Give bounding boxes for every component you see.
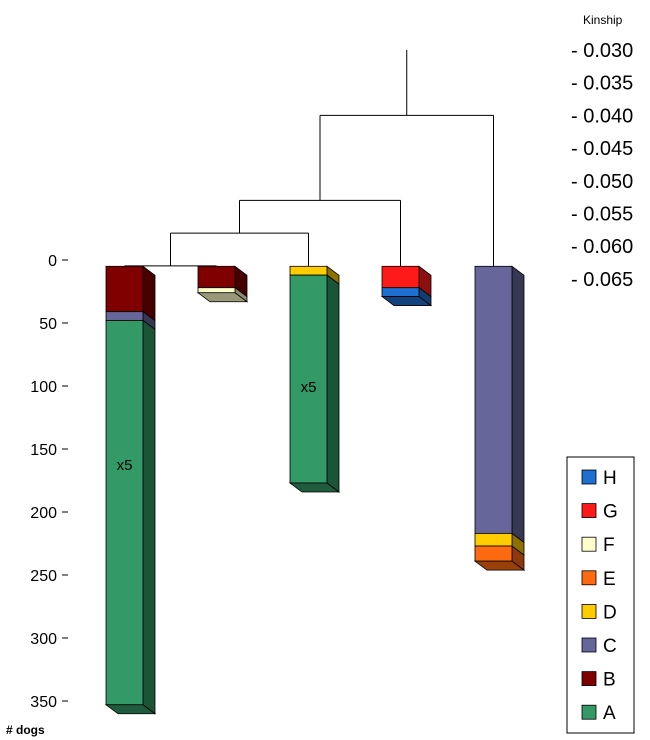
y-tick-label: 300 <box>30 631 57 648</box>
y-tick-label: 250 <box>30 568 57 585</box>
bar-segment-side-A <box>142 319 156 715</box>
legend-swatch-G <box>581 503 597 519</box>
bar-segment-D <box>474 533 513 547</box>
stacked-bars: x5 x5 <box>104 265 526 715</box>
legend-label-F: F <box>603 535 615 556</box>
y-axis: 0 50 100 150 200 250 300 350 <box>30 253 68 711</box>
kinship-tick-label: - 0.035 <box>571 73 633 95</box>
kinship-axis-title: Kinship <box>583 13 623 27</box>
y-tick-label: 150 <box>30 442 57 459</box>
bar-multiplier-label: x5 <box>117 457 133 474</box>
bar-segment-C <box>474 265 513 534</box>
bar-5 <box>473 265 526 571</box>
kinship-tick-label: - 0.050 <box>571 171 633 193</box>
legend-swatch-B <box>581 671 597 686</box>
bar-segment-C <box>105 311 144 321</box>
legend-swatch-A <box>581 704 597 720</box>
bar-segment-D <box>289 265 328 276</box>
bar-segment-H <box>381 287 420 297</box>
legend-swatch-H <box>581 469 597 485</box>
bar-segment-A <box>105 320 144 706</box>
kinship-tick-label: - 0.040 <box>571 105 633 127</box>
bar-3: x5 <box>288 265 341 493</box>
bar-segment-G <box>381 265 420 289</box>
bar-1: x5 <box>104 265 157 715</box>
y-tick-label: 50 <box>39 316 57 333</box>
bar-bottom-cap <box>104 704 157 715</box>
kinship-tick-label: - 0.030 <box>571 40 633 62</box>
bar-segment-E <box>474 545 513 562</box>
bar-multiplier-label: x5 <box>301 379 317 396</box>
kinship-axis: Kinship - 0.030 - 0.035 - 0.040 - 0.045 - 0.… <box>571 13 633 291</box>
bar-segment-side-C <box>511 265 525 544</box>
legend-label-D: D <box>603 602 617 623</box>
legend-swatch-C <box>581 637 597 653</box>
bar-bottom-cap <box>288 482 341 493</box>
legend-label-B: B <box>603 670 616 691</box>
y-tick-label: 100 <box>30 379 57 396</box>
bar-2 <box>196 265 249 303</box>
bar-4 <box>380 265 433 307</box>
legend-swatch-F <box>581 536 597 552</box>
bar-segment-B <box>197 265 236 289</box>
y-axis-title: # dogs <box>6 723 45 737</box>
legend-label-A: A <box>603 703 616 724</box>
bar-segment-F <box>197 287 236 294</box>
y-tick-label: 350 <box>30 694 57 711</box>
legend-box <box>566 456 635 734</box>
dendrogram <box>124 50 494 267</box>
legend-swatch-E <box>581 570 597 586</box>
bar-bottom-cap <box>473 560 526 571</box>
bar-segment-side-A <box>326 274 340 493</box>
legend-swatch-D <box>581 604 597 619</box>
bar-segment-B <box>105 265 144 313</box>
legend-label-H: H <box>603 468 617 489</box>
y-tick-label: 0 <box>48 253 57 270</box>
bar-bottom-cap <box>196 292 249 303</box>
legend-label-E: E <box>603 569 616 590</box>
kinship-tick-label: - 0.060 <box>571 236 633 258</box>
kinship-tick-label: - 0.045 <box>571 138 633 160</box>
legend-label-G: G <box>603 502 618 523</box>
y-tick-label: 200 <box>30 505 57 522</box>
legend-label-C: C <box>603 636 617 657</box>
bar-bottom-cap <box>380 296 433 306</box>
kinship-tick-label: - 0.065 <box>571 269 633 291</box>
bar-segment-A <box>289 274 328 484</box>
bar-segment-side-B <box>142 265 156 322</box>
kinship-tick-label: - 0.055 <box>571 204 633 226</box>
